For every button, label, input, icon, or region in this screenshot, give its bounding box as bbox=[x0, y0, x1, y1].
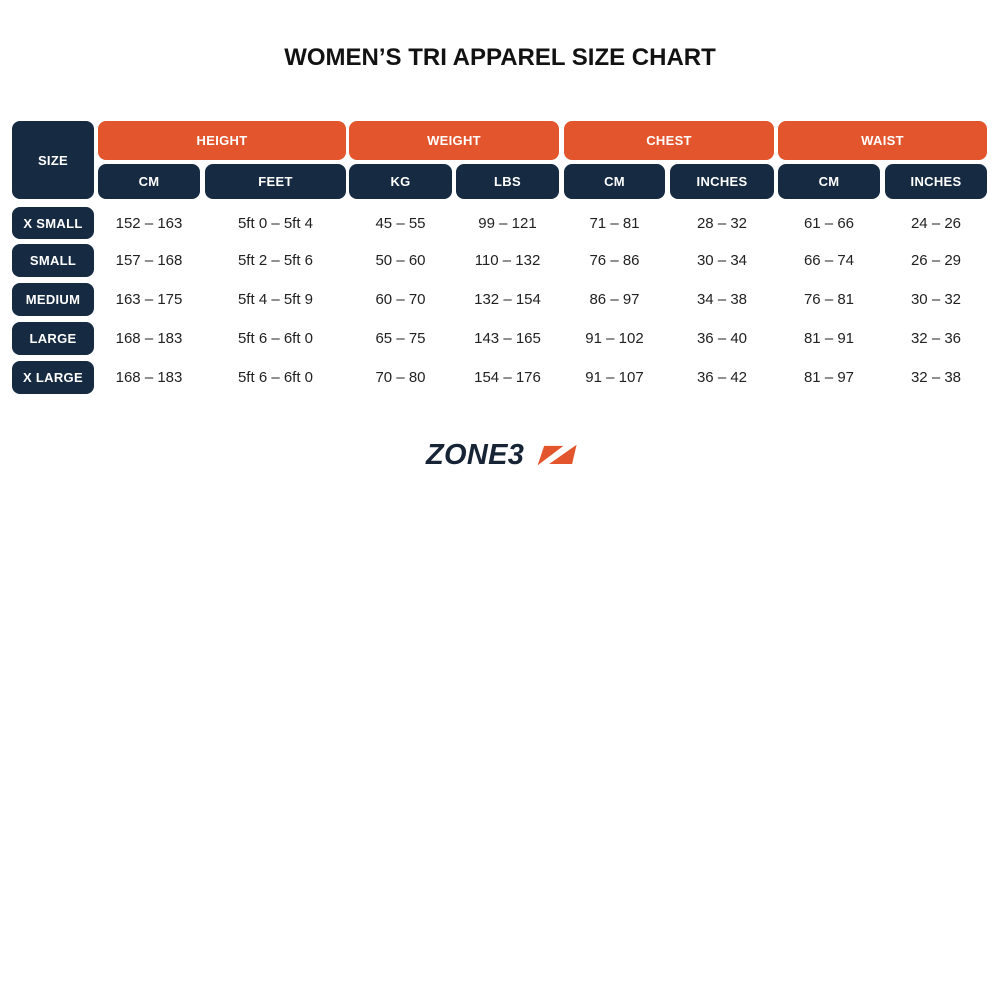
svg-text:ZONE3: ZONE3 bbox=[425, 443, 524, 471]
